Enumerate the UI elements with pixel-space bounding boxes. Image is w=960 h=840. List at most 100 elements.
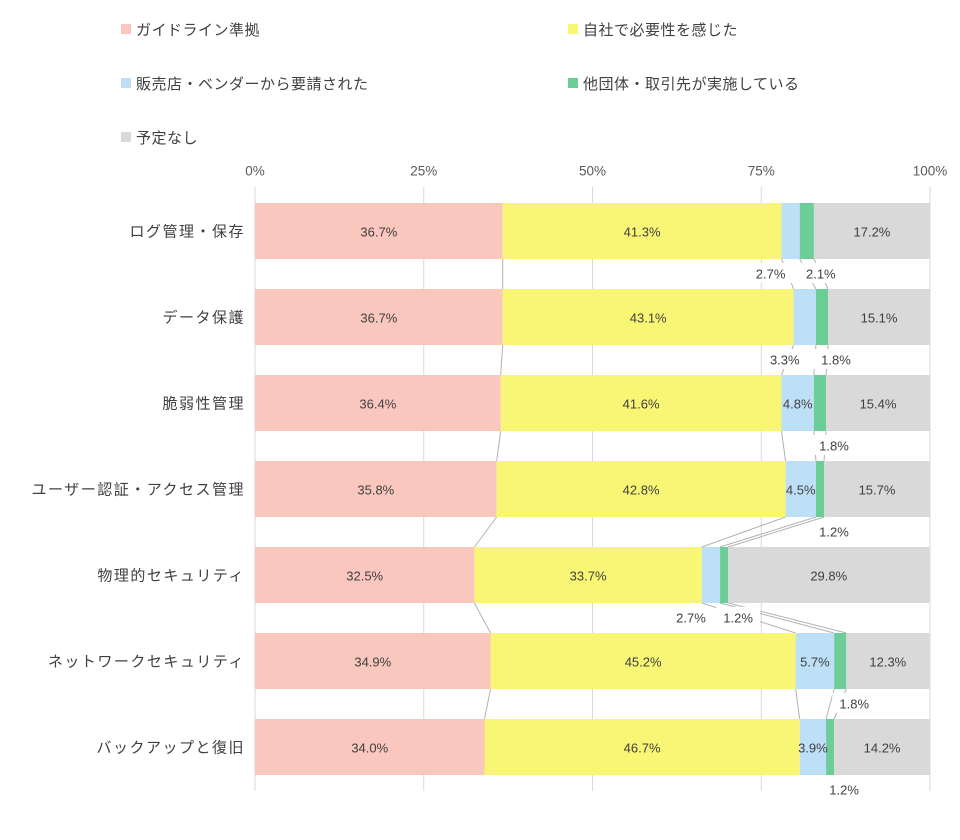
value-label-background <box>822 779 867 799</box>
bar-segment-s2-row1 <box>793 289 816 345</box>
x-axis-tick-label: 25% <box>410 164 437 179</box>
value-label-inside: 29.8% <box>810 569 847 584</box>
value-label-outside: 1.8% <box>819 439 849 454</box>
legend-label: 自社で必要性を感じた <box>583 21 739 39</box>
value-label-inside: 3.9% <box>798 741 828 756</box>
value-label-outside: 1.2% <box>819 525 849 540</box>
bar-segment-s3-row2 <box>813 375 827 431</box>
bar-segment-s3-row1 <box>815 289 829 345</box>
legend-item-1: 自社で必要性を感じた <box>568 20 739 39</box>
bar-segment-s4-row1 <box>828 289 930 345</box>
bar-segment-s3-row5 <box>834 633 847 689</box>
series-connector-line <box>701 516 786 548</box>
bar-segment-s3-row0 <box>799 203 814 259</box>
x-axis-tick-label: 0% <box>245 164 265 179</box>
value-label-inside: 5.7% <box>800 655 830 670</box>
value-label-inside: 15.4% <box>860 397 897 412</box>
value-label-inside: 33.7% <box>570 569 607 584</box>
bar-segment-s2-row3 <box>785 461 816 517</box>
value-label-inside: 34.0% <box>351 741 388 756</box>
value-label-inside: 35.8% <box>357 483 394 498</box>
bar-segment-s3-row6 <box>826 719 835 775</box>
bar-segment-s1-row3 <box>496 461 786 517</box>
series-connector-line <box>500 344 504 376</box>
value-label-background <box>811 521 856 541</box>
series-connector-line <box>496 430 502 462</box>
series-connector-line <box>795 688 801 720</box>
bar-segment-s4-row6 <box>834 719 930 775</box>
value-label-outside: 2.7% <box>756 267 786 282</box>
value-label-outside: 2.7% <box>676 611 706 626</box>
bar-segment-s1-row0 <box>502 203 782 259</box>
legend-item-4: 予定なし <box>121 128 199 147</box>
bar-segment-s2-row4 <box>701 547 721 603</box>
value-label-background <box>716 607 761 627</box>
legend-label: 販売店・ベンダーから要請された <box>136 75 369 93</box>
value-label-background <box>668 607 713 627</box>
bar-segment-s2-row0 <box>781 203 800 259</box>
bar-segment-s0-row4 <box>255 547 475 603</box>
legend-swatch-icon <box>121 132 131 142</box>
bar-segment-s4-row3 <box>824 461 930 517</box>
legend-item-3: 他団体・取引先が実施している <box>568 74 800 93</box>
legend-label: ガイドライン準拠 <box>136 21 261 39</box>
bar-segment-s4-row5 <box>846 633 930 689</box>
bar-segment-s2-row2 <box>781 375 814 431</box>
value-label-inside: 36.7% <box>360 225 397 240</box>
bar-segment-s0-row3 <box>255 461 497 517</box>
value-label-outside: 1.2% <box>829 783 859 798</box>
bar-segment-s0-row0 <box>255 203 503 259</box>
bar-segment-s3-row3 <box>815 461 825 517</box>
legend-item-0: ガイドライン準拠 <box>121 20 261 39</box>
bar-segment-s0-row6 <box>255 719 485 775</box>
series-connector-line <box>484 688 492 720</box>
value-label-inside: 14.2% <box>864 741 901 756</box>
series-connector-line <box>719 516 817 548</box>
category-label: 脆弱性管理 <box>162 395 245 413</box>
bar-segment-s1-row6 <box>484 719 800 775</box>
value-label-inside: 17.2% <box>854 225 891 240</box>
category-label: ユーザー認証・アクセス管理 <box>32 482 245 499</box>
value-label-inside: 41.6% <box>623 397 660 412</box>
x-axis-tick-label: 100% <box>913 164 948 179</box>
value-label-inside: 42.8% <box>623 483 660 498</box>
value-label-inside: 36.4% <box>359 397 396 412</box>
series-connector-line <box>728 516 825 548</box>
bar-segment-s2-row6 <box>799 719 827 775</box>
value-label-outside: 1.8% <box>821 353 851 368</box>
bar-segment-s4-row0 <box>813 203 930 259</box>
value-label-background <box>811 435 856 455</box>
value-label-outside: 1.8% <box>839 697 869 712</box>
bar-segment-s3-row4 <box>720 547 729 603</box>
value-label-inside: 15.7% <box>859 483 896 498</box>
value-label-inside: 15.1% <box>861 311 898 326</box>
bar-segment-s1-row5 <box>490 633 796 689</box>
value-label-background <box>798 263 843 283</box>
bar-segment-s0-row2 <box>255 375 501 431</box>
x-axis-tick-label: 75% <box>748 164 775 179</box>
legend-swatch-icon <box>121 24 131 34</box>
bar-segment-s1-row4 <box>474 547 702 603</box>
bar-segment-s4-row2 <box>826 375 930 431</box>
value-label-inside: 45.2% <box>625 655 662 670</box>
legend-label: 他団体・取引先が実施している <box>583 75 800 93</box>
value-label-inside: 34.9% <box>354 655 391 670</box>
value-label-inside: 46.7% <box>624 741 661 756</box>
value-label-inside: 12.3% <box>869 655 906 670</box>
value-label-outside: 3.3% <box>770 353 800 368</box>
bar-segment-s1-row1 <box>502 289 794 345</box>
value-label-inside: 36.7% <box>360 311 397 326</box>
bar-segment-s0-row1 <box>255 289 503 345</box>
value-label-background <box>832 693 877 713</box>
category-label: ログ管理・保存 <box>129 224 245 241</box>
value-label-inside: 41.3% <box>624 225 661 240</box>
category-label: 物理的セキュリティ <box>97 568 245 585</box>
value-label-outside: 2.1% <box>806 267 836 282</box>
series-connector-line <box>473 516 498 548</box>
value-label-inside: 43.1% <box>630 311 667 326</box>
bar-segment-s0-row5 <box>255 633 491 689</box>
value-label-background <box>762 349 807 369</box>
legend-label: 予定なし <box>136 129 199 147</box>
bar-segment-s4-row4 <box>728 547 930 603</box>
